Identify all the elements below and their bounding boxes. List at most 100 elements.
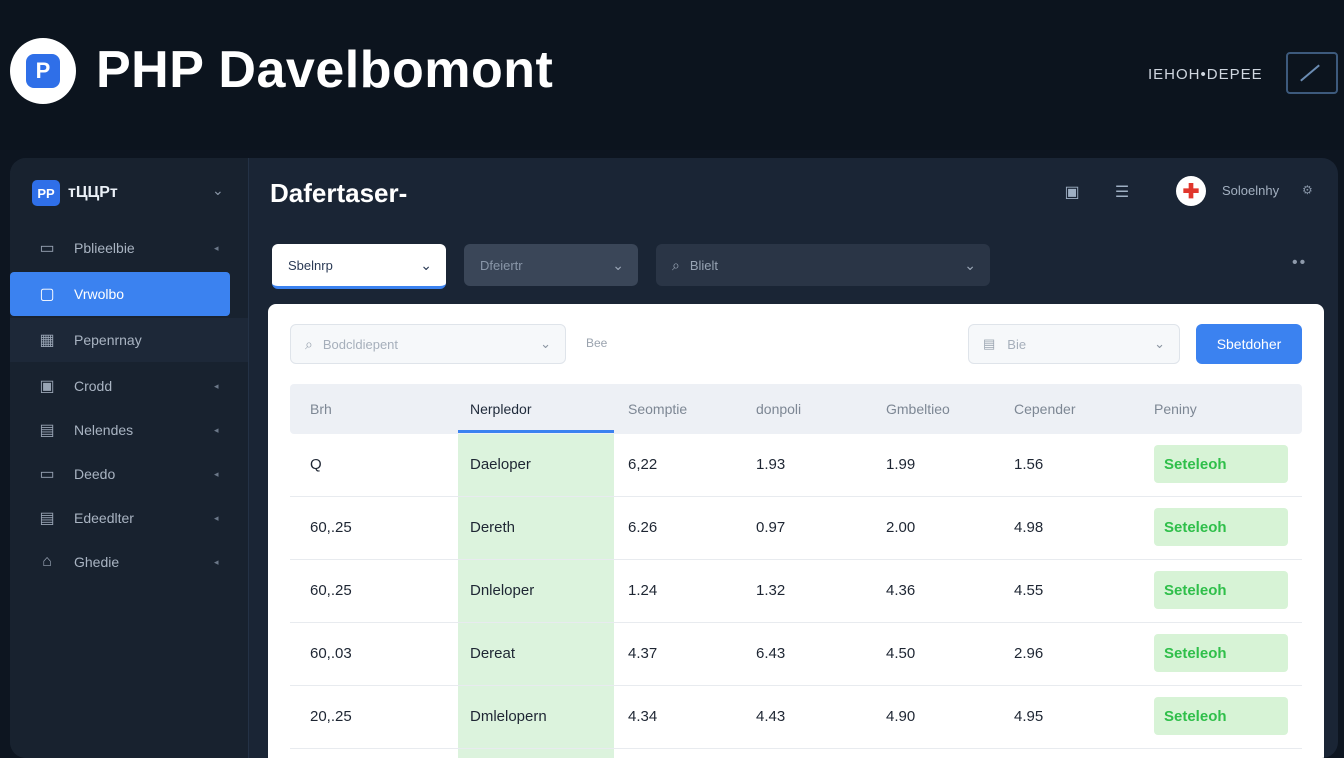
table-cell: 1.93 [756, 456, 786, 473]
table-cell: 6,22 [628, 456, 658, 473]
sidebar-item-3[interactable]: ▦ Pepenrnay [10, 318, 248, 362]
date-placeholder: Bie [1007, 336, 1027, 352]
table-cell: 20,.25 [310, 708, 352, 725]
sidebar-header[interactable]: PP тЦЦPт ⌄ [32, 180, 224, 206]
chevron-down-icon: ⌄ [540, 336, 551, 351]
table-cell: 4.95 [1014, 708, 1044, 725]
active-column-indicator [458, 430, 614, 433]
caret-icon: ◂ [214, 424, 219, 435]
data-panel: ⌕ Bodcldiepent ⌄ Bee ▤ Bie ⌄ Sbetdoher B… [268, 304, 1324, 758]
caret-icon: ◂ [214, 512, 219, 523]
search-icon: ⌕ [672, 256, 680, 273]
search-icon: ⌕ [305, 335, 313, 352]
status-badge[interactable]: Seteleoh [1154, 634, 1288, 672]
more-icon[interactable]: •• [1292, 254, 1308, 271]
status-badge[interactable]: Seteleoh [1154, 508, 1288, 546]
table-row[interactable]: 60,.25 Dnleloper 1.24 1.32 4.36 4.55 Set… [290, 560, 1302, 623]
sidebar-item-7[interactable]: ▤ Edeedlter ◂ [10, 496, 230, 540]
chevron-down-icon: ⌄ [420, 256, 432, 273]
caret-icon: ◂ [214, 556, 219, 567]
sidebar-item-4[interactable]: ▣ Crodd ◂ [10, 364, 230, 408]
data-table: Brh Nerpledor Seomptie donpoli Gmbeltieo… [290, 384, 1302, 758]
table-cell: Daeloper [470, 456, 531, 473]
filter-1-value: Sbelnrp [288, 257, 333, 273]
column-header[interactable]: Gmbeltieo [886, 401, 950, 417]
chevron-down-icon[interactable]: ⌄ [212, 182, 224, 198]
table-cell: 1.56 [1014, 456, 1044, 473]
grid-icon: ▦ [39, 332, 55, 349]
column-header[interactable]: donpoli [756, 401, 802, 417]
table-cell: 2.00 [886, 519, 916, 536]
highlighted-column [458, 434, 614, 758]
table-cell: Dmlelopern [470, 708, 547, 725]
table-row[interactable]: 60,.25 Dereth 6.26 0.97 2.00 4.98 Setele… [290, 497, 1302, 560]
table-cell: 60,.25 [310, 519, 352, 536]
sidebar: PP тЦЦPт ⌄ ▭ Pblieelbie ◂ ▢ Vrwolbo ▦ Pe… [10, 158, 249, 758]
sidebar-item-label: Edeedlter [74, 510, 134, 526]
expand-icon[interactable] [1286, 52, 1338, 94]
brand-logo-mark: P [26, 54, 60, 88]
table-header: Brh Nerpledor Seomptie donpoli Gmbeltieo… [290, 384, 1302, 434]
top-right-label[interactable]: IEHOH•DEPEE [1148, 66, 1263, 83]
top-banner: P PHP Davelbomont IEHOH•DEPEE [0, 0, 1344, 150]
sidebar-item-2[interactable]: ▢ Vrwolbo [10, 272, 230, 316]
table-row[interactable]: Q Daeloper 6,22 1.93 1.99 1.56 Seteleoh [290, 434, 1302, 497]
sidebar-item-label: Ghedie [74, 554, 120, 570]
table-row[interactable]: 60,.03 Dereat 4.37 6.43 4.50 2.96 Setele… [290, 623, 1302, 686]
table-cell: 6.26 [628, 519, 658, 536]
date-picker[interactable]: ▤ Bie ⌄ [968, 324, 1180, 364]
brand-title: PHP Davelbomont [96, 41, 554, 99]
briefcase-icon: ▣ [39, 378, 55, 395]
search-input[interactable]: ⌕ Bodcldiepent ⌄ [290, 324, 566, 364]
column-header[interactable]: Peniny [1154, 401, 1197, 417]
calendar-icon: ▤ [39, 422, 55, 439]
table-cell: Q [310, 456, 322, 473]
column-header[interactable]: Brh [310, 401, 332, 417]
column-header[interactable]: Nerpledor [470, 401, 532, 417]
message-icon[interactable]: ▣ [1064, 184, 1080, 201]
column-header[interactable]: Cepender [1014, 401, 1076, 417]
table-cell: 1.24 [628, 582, 658, 599]
filter-select-1[interactable]: Sbelnrp ⌄ [272, 244, 446, 289]
filter-label: Bee [586, 336, 608, 350]
chevron-down-icon: ⌄ [1154, 336, 1165, 351]
search-placeholder: Bodcldiepent [322, 336, 399, 352]
table-cell: Dereth [470, 519, 516, 536]
chevron-down-icon: ⌄ [964, 256, 976, 273]
app-window: PP тЦЦPт ⌄ ▭ Pblieelbie ◂ ▢ Vrwolbo ▦ Pe… [10, 158, 1338, 758]
sidebar-item-1[interactable]: ▭ Pblieelbie ◂ [10, 226, 230, 270]
table-cell: Dnleloper [470, 582, 535, 599]
submit-button[interactable]: Sbetdoher [1196, 324, 1302, 364]
status-badge[interactable]: Seteleoh [1154, 571, 1288, 609]
table-cell: Dereat [470, 645, 516, 662]
sidebar-item-label: Deedo [74, 466, 116, 482]
status-badge[interactable]: Seteleoh [1154, 445, 1288, 483]
table-cell: 1.32 [756, 582, 786, 599]
document-icon: ▤ [39, 510, 55, 527]
user-name[interactable]: Soloelnhy [1222, 183, 1280, 198]
filter-select-2[interactable]: Dfeiertr ⌄ [464, 244, 638, 286]
avatar[interactable]: ✚ [1176, 176, 1206, 206]
settings-icon[interactable]: ⚙ [1302, 183, 1313, 197]
sidebar-item-label: Pepenrnay [74, 332, 142, 348]
table-cell: 4.37 [628, 645, 658, 662]
table-cell: 1.99 [886, 456, 916, 473]
sidebar-item-8[interactable]: ⌂ Ghedie ◂ [10, 540, 230, 584]
sidebar-item-6[interactable]: ▭ Deedo ◂ [10, 452, 230, 496]
page-title: Dafertaser- [270, 178, 408, 208]
table-cell: 4.50 [886, 645, 916, 662]
status-badge[interactable]: Seteleoh [1154, 697, 1288, 735]
tv-icon: ▢ [39, 286, 55, 303]
filter-search[interactable]: ⌕ Blielt ⌄ [656, 244, 990, 286]
sidebar-item-5[interactable]: ▤ Nelendes ◂ [10, 408, 230, 452]
column-header[interactable]: Seomptie [628, 401, 688, 417]
table-cell: 4.43 [756, 708, 786, 725]
table-cell: 60,.03 [310, 645, 352, 662]
table-cell: 4.55 [1014, 582, 1044, 599]
table-cell: 4.34 [628, 708, 658, 725]
sidebar-item-label: Pblieelbie [74, 240, 135, 256]
table-row[interactable]: 20,.25 Dmlelopern 4.34 4.43 4.90 4.95 Se… [290, 686, 1302, 749]
list-icon[interactable]: ☰ [1114, 184, 1130, 201]
brand-logo: P [10, 38, 76, 104]
display-icon: ▭ [39, 466, 55, 483]
